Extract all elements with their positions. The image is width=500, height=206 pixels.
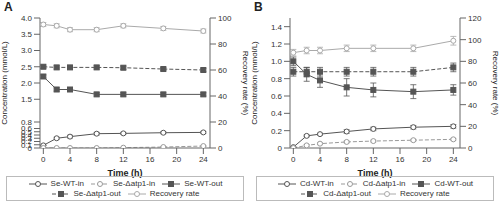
svg-text:0.8: 0.8 <box>21 118 33 127</box>
svg-text:20: 20 <box>422 155 431 164</box>
svg-text:80: 80 <box>218 40 227 49</box>
svg-text:0.6: 0.6 <box>20 124 32 134</box>
svg-text:2.5: 2.5 <box>21 63 33 72</box>
svg-text:120: 120 <box>468 14 482 23</box>
svg-text:8: 8 <box>94 155 99 164</box>
svg-text:3.5: 3.5 <box>21 30 33 39</box>
svg-text:0: 0 <box>291 155 296 164</box>
svg-text:Time (h): Time (h) <box>358 168 393 178</box>
svg-text:0.8: 0.8 <box>271 75 283 84</box>
svg-text:Recovery rate (%): Recovery rate (%) <box>491 51 492 116</box>
html-text:Cd-Δatp1-in: Cd-Δatp1-in <box>362 179 406 188</box>
svg-text:1.4: 1.4 <box>271 23 283 32</box>
svg-text:80: 80 <box>468 57 477 66</box>
html-text:Se-Δatp1-out: Se-Δatp1-out <box>73 189 121 198</box>
html-text:Recovery rate: Recovery rate <box>149 189 200 198</box>
html-text:Se-WT-in: Se-WT-in <box>50 179 84 188</box>
svg-text:3.0: 3.0 <box>21 46 33 55</box>
svg-text:Time (h): Time (h) <box>108 168 143 178</box>
html-text:Se-WT-out: Se-WT-out <box>184 179 223 188</box>
svg-text:0: 0 <box>41 155 46 164</box>
svg-text:60: 60 <box>468 79 477 88</box>
html-text:Cd-WT-out: Cd-WT-out <box>434 179 474 188</box>
html-text:B: B <box>254 0 263 14</box>
svg-text:4: 4 <box>318 155 323 164</box>
svg-text:100: 100 <box>218 14 232 23</box>
svg-text:100: 100 <box>468 36 482 45</box>
html-text:Cd-Δatp1-out: Cd-Δatp1-out <box>323 189 371 198</box>
html-text:Recovery rate: Recovery rate <box>399 189 450 198</box>
svg-text:0: 0 <box>218 144 223 153</box>
svg-text:60: 60 <box>218 66 227 75</box>
svg-text:0: 0 <box>468 144 473 153</box>
html-text:A: A <box>4 0 13 14</box>
svg-text:1.2: 1.2 <box>271 40 283 49</box>
svg-text:40: 40 <box>218 92 227 101</box>
html-text:Se-Δatp1-in: Se-Δatp1-in <box>112 179 156 188</box>
svg-text:Concentration (mmol/L): Concentration (mmol/L) <box>8 41 9 125</box>
svg-text:8: 8 <box>344 155 349 164</box>
svg-text:16: 16 <box>146 155 155 164</box>
svg-text:1.5: 1.5 <box>21 95 33 104</box>
svg-text:Concentration (mmol/L): Concentration (mmol/L) <box>250 41 259 125</box>
svg-text:24: 24 <box>199 155 208 164</box>
svg-text:16: 16 <box>396 155 405 164</box>
svg-text:12: 12 <box>369 155 378 164</box>
svg-text:2.0: 2.0 <box>21 79 33 88</box>
svg-text:20: 20 <box>218 118 227 127</box>
svg-text:4: 4 <box>68 155 73 164</box>
svg-text:1.0: 1.0 <box>271 57 283 66</box>
html-text:Cd-WT-in: Cd-WT-in <box>299 179 334 188</box>
svg-text:Recovery rate (%): Recovery rate (%) <box>241 51 250 116</box>
svg-text:20: 20 <box>468 122 477 131</box>
svg-text:0.6: 0.6 <box>271 92 283 101</box>
svg-text:0: 0 <box>278 144 283 153</box>
svg-text:4.0: 4.0 <box>21 14 33 23</box>
svg-text:0.2: 0.2 <box>271 127 283 136</box>
svg-text:24: 24 <box>449 155 458 164</box>
svg-text:20: 20 <box>172 155 181 164</box>
svg-text:12: 12 <box>119 155 128 164</box>
svg-text:0.4: 0.4 <box>271 109 283 118</box>
svg-text:40: 40 <box>468 101 477 110</box>
